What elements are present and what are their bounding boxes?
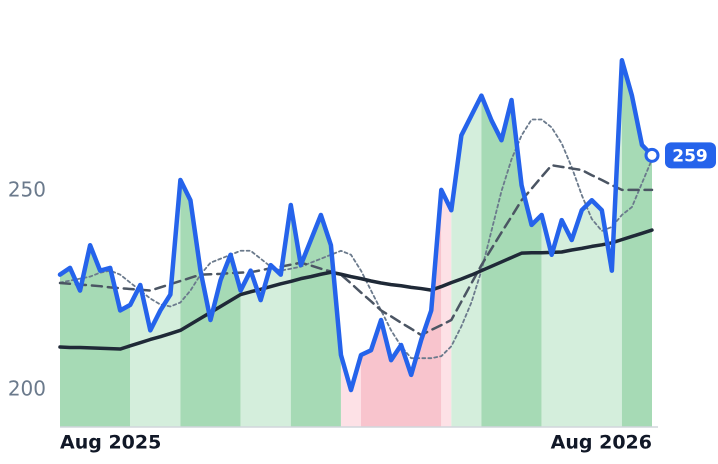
- price-badge: [665, 142, 716, 169]
- shade-area: [621, 60, 652, 427]
- x-tick-label: Aug 2026: [551, 432, 652, 454]
- last-point: [644, 147, 660, 163]
- shade-area: [541, 60, 622, 427]
- shade-area: [481, 95, 542, 428]
- shade-area: [240, 205, 291, 427]
- shade-area: [180, 179, 241, 427]
- price-badge-label: 259: [672, 146, 708, 166]
- shade-area: [60, 245, 131, 427]
- line-series: [58, 164, 654, 337]
- line-series: [57, 57, 655, 393]
- shade-area: [441, 189, 452, 427]
- x-tick-label: Aug 2025: [60, 432, 161, 454]
- shade-area: [451, 95, 482, 428]
- y-tick-label: 200: [8, 377, 46, 401]
- shade-area: [130, 179, 181, 427]
- line-series: [59, 118, 653, 360]
- y-tick-label: 250: [8, 178, 46, 202]
- shade-area: [361, 189, 442, 427]
